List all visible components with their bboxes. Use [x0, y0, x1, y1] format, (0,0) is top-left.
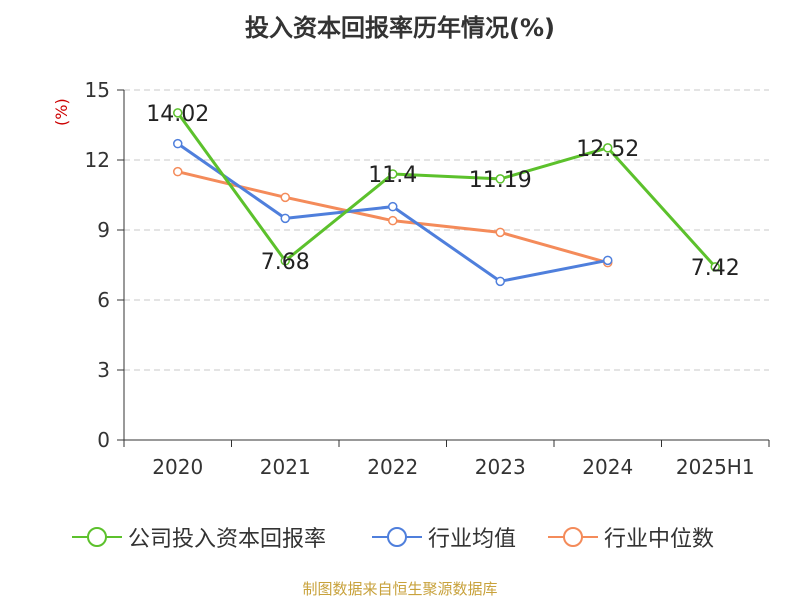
- y-tick-label: 12: [85, 148, 110, 172]
- x-tick-label: 2021: [260, 455, 311, 479]
- legend-swatch-industry-median: [548, 519, 598, 555]
- data-label: 11.4: [368, 163, 417, 188]
- data-point: [495, 174, 505, 184]
- data-point: [710, 262, 720, 272]
- data-point: [280, 192, 290, 203]
- data-point: [603, 143, 613, 153]
- data-point: [388, 169, 398, 179]
- data-point: [388, 215, 398, 226]
- legend-label-company: 公司投入资本回报率: [128, 527, 327, 552]
- legend-item-industry-median[interactable]: 行业中位数: [548, 519, 714, 555]
- series-line-0: [176, 111, 717, 268]
- data-point: [603, 255, 613, 266]
- data-point: [173, 166, 183, 177]
- x-tick-label: 2020: [152, 455, 203, 479]
- series-lines: [173, 108, 720, 287]
- y-tick-label: 0: [97, 428, 110, 452]
- data-label: 12.52: [576, 137, 639, 162]
- y-tick-label: 9: [97, 218, 110, 242]
- y-tick-label: 3: [97, 358, 110, 382]
- data-labels: 14.02 7.68 11.4 11.19 12.52 7.42: [146, 102, 739, 281]
- chart-title: 投入资本回报率历年情况(%): [245, 14, 555, 42]
- x-tick-label: 2022: [367, 455, 418, 479]
- axes: 0 3 6 9 12 15 2020 2021 2022 2023 2024 2025H1: [85, 78, 770, 479]
- legend-label-industry-mean: 行业均值: [428, 527, 517, 552]
- data-label: 7.42: [691, 256, 740, 281]
- data-point: [173, 108, 183, 118]
- legend-marker: [563, 527, 583, 547]
- data-point: [495, 276, 505, 287]
- legend-label-industry-median: 行业中位数: [604, 527, 715, 552]
- data-label: 11.19: [469, 168, 532, 193]
- legend-marker: [387, 527, 407, 547]
- x-tick-label: 2025H1: [676, 455, 755, 479]
- grid-lines: [124, 89, 769, 371]
- y-tick-label: 6: [97, 288, 110, 312]
- x-tick-label: 2023: [475, 455, 526, 479]
- legend-swatch-industry-mean: [372, 519, 422, 555]
- data-label: 14.02: [146, 102, 209, 127]
- source-note: 制图数据来自恒生聚源数据库: [302, 580, 498, 598]
- x-tick-label: 2024: [582, 455, 633, 479]
- legend-marker: [87, 527, 107, 547]
- legend: 公司投入资本回报率 行业均值 行业中位数: [0, 519, 800, 555]
- data-point: [388, 201, 398, 212]
- data-label: 7.68: [261, 250, 310, 275]
- y-tick-label: 15: [85, 78, 110, 102]
- data-point: [280, 213, 290, 224]
- data-point: [280, 256, 290, 266]
- legend-swatch-company: [72, 519, 122, 555]
- legend-item-industry-mean[interactable]: 行业均值: [372, 519, 516, 555]
- legend-item-company[interactable]: 公司投入资本回报率: [72, 519, 326, 555]
- data-point: [495, 227, 505, 238]
- data-point: [173, 138, 183, 149]
